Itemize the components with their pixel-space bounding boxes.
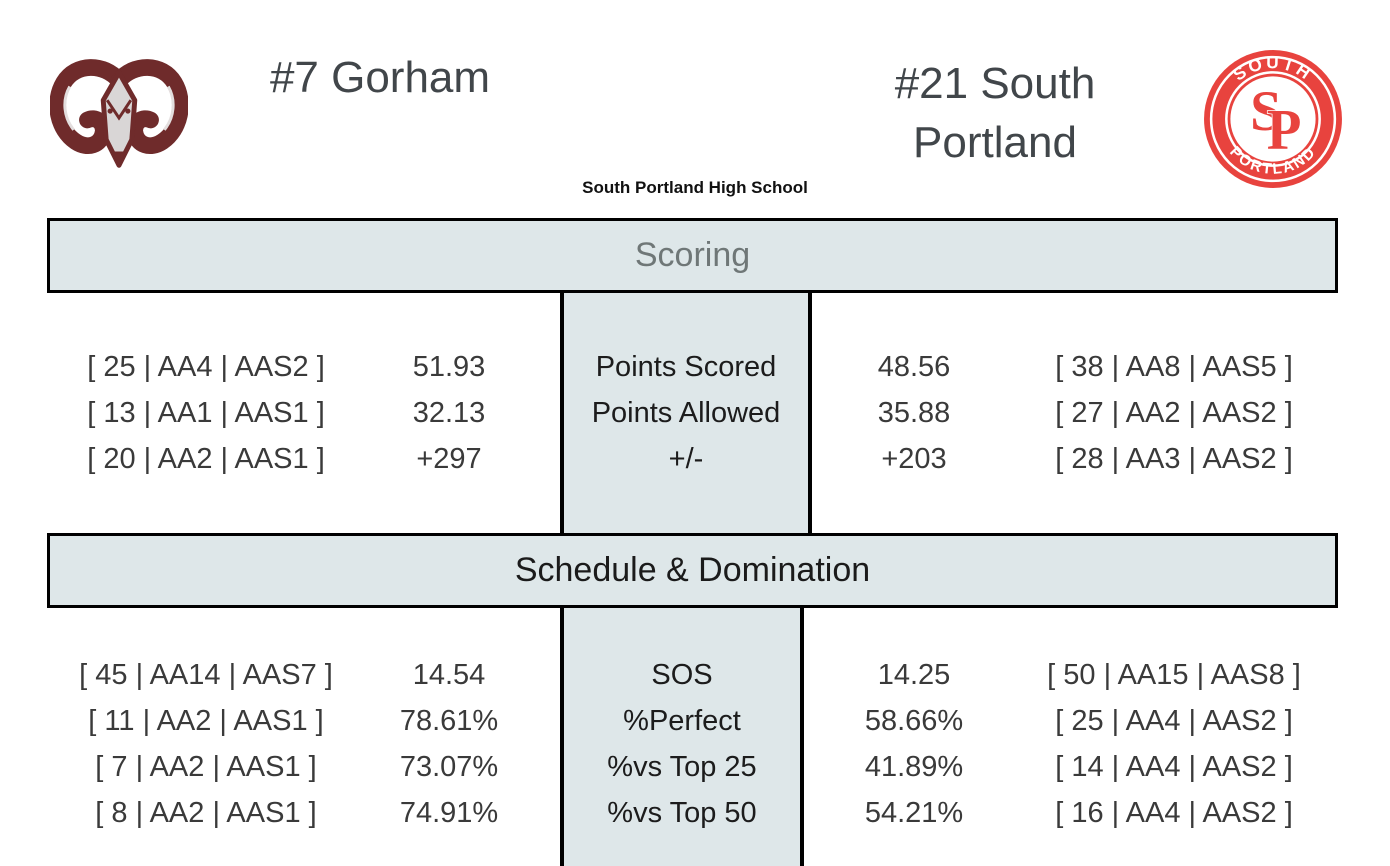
metric-label: SOS <box>651 659 713 691</box>
right-team-title-line2: Portland <box>913 118 1077 167</box>
matchup-subtitle: South Portland High School <box>582 178 808 197</box>
scoring-section-title: Scoring <box>634 236 751 274</box>
schedule-right-values-column: 14.25 58.66% 41.89% 54.21% <box>818 608 1010 866</box>
stat-value: 32.13 <box>412 397 486 429</box>
scoring-section-header: Scoring <box>47 218 1338 293</box>
scoring-right-ranks-column: [ 38 | AA8 | AAS5 ] [ 27 | AA2 | AAS2 ] … <box>1010 293 1338 533</box>
stat-rank: [ 28 | AA3 | AAS2 ] <box>1055 443 1293 475</box>
metric-label: +/- <box>668 443 704 475</box>
schedule-left-values-column: 14.54 78.61% 73.07% 74.91% <box>364 608 534 866</box>
metric-label: %vs Top 25 <box>607 751 757 783</box>
stat-rank: [ 25 | AA4 | AAS2 ] <box>87 351 325 383</box>
sp-monogram-s: S <box>1250 80 1282 143</box>
schedule-section-title: Schedule & Domination <box>514 551 871 589</box>
stat-value: 54.21% <box>864 797 964 829</box>
gorham-rams-logo <box>50 59 188 168</box>
stat-rank: [ 20 | AA2 | AAS1 ] <box>87 443 325 475</box>
stat-rank: [ 25 | AA4 | AAS2 ] <box>1055 705 1293 737</box>
stat-rank: [ 45 | AA14 | AAS7 ] <box>79 659 333 691</box>
ram-head-icon <box>50 59 188 168</box>
metric-label: Points Scored <box>595 351 777 383</box>
schedule-left-ranks-column: [ 45 | AA14 | AAS7 ] [ 11 | AA2 | AAS1 ]… <box>48 608 364 866</box>
stat-rank: [ 14 | AA4 | AAS2 ] <box>1055 751 1293 783</box>
schedule-right-ranks-column: [ 50 | AA15 | AAS8 ] [ 25 | AA4 | AAS2 ]… <box>1010 608 1338 866</box>
stat-rank: [ 8 | AA2 | AAS1 ] <box>95 797 317 829</box>
stat-value: 14.25 <box>877 659 951 691</box>
scoring-right-values-column: 48.56 35.88 +203 <box>818 293 1010 533</box>
sp-monogram-p: P <box>1267 98 1302 161</box>
south-portland-logo: SOUTH PORTLAND S P <box>1204 50 1342 188</box>
metric-label: %Perfect <box>623 705 741 737</box>
stat-value: 35.88 <box>877 397 951 429</box>
stat-value: +203 <box>881 443 947 475</box>
stat-rank: [ 50 | AA15 | AAS8 ] <box>1047 659 1301 691</box>
schedule-section-header: Schedule & Domination <box>47 533 1338 608</box>
right-team-title: #21 South Portland <box>835 54 1155 172</box>
scoring-left-values-column: 51.93 32.13 +297 <box>364 293 534 533</box>
scoring-left-ranks-column: [ 25 | AA4 | AAS2 ] [ 13 | AA1 | AAS1 ] … <box>48 293 364 533</box>
metric-label: %vs Top 50 <box>607 797 757 829</box>
stat-value: 78.61% <box>399 705 499 737</box>
stat-value: 48.56 <box>877 351 951 383</box>
stat-rank: [ 16 | AA4 | AAS2 ] <box>1055 797 1293 829</box>
stat-value: 74.91% <box>399 797 499 829</box>
right-team-title-line1: #21 South <box>894 59 1096 108</box>
stat-value: 14.54 <box>412 659 486 691</box>
scoring-metric-labels-box: Points Scored Points Allowed +/- <box>560 293 812 533</box>
stat-value: 51.93 <box>412 351 486 383</box>
left-team-title: #7 Gorham <box>269 53 491 102</box>
stat-rank: [ 13 | AA1 | AAS1 ] <box>87 397 325 429</box>
stat-value: 73.07% <box>399 751 499 783</box>
stat-rank: [ 38 | AA8 | AAS5 ] <box>1055 351 1293 383</box>
stat-rank: [ 27 | AA2 | AAS2 ] <box>1055 397 1293 429</box>
schedule-metric-labels-box: SOS %Perfect %vs Top 25 %vs Top 50 <box>560 608 804 866</box>
stat-value: +297 <box>416 443 482 475</box>
stat-value: 41.89% <box>864 751 964 783</box>
metric-label: Points Allowed <box>591 397 781 429</box>
stat-value: 58.66% <box>864 705 964 737</box>
sp-seal-icon: SOUTH PORTLAND S P <box>1204 50 1342 188</box>
stat-rank: [ 11 | AA2 | AAS1 ] <box>88 705 324 737</box>
stat-rank: [ 7 | AA2 | AAS1 ] <box>95 751 317 783</box>
